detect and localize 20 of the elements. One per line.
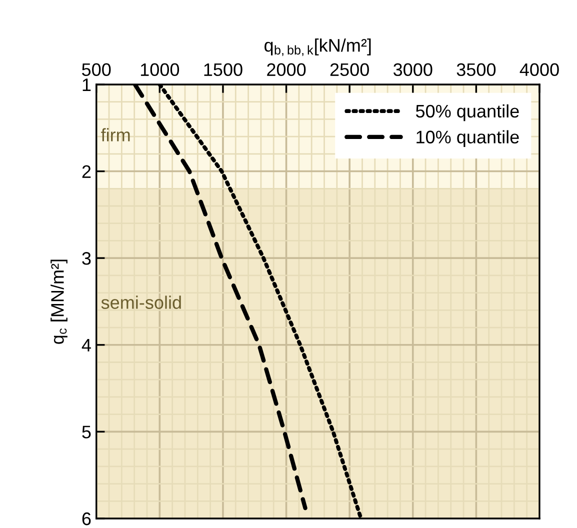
y-tick-label: 6 — [82, 512, 91, 526]
y-axis-title: q$_{c}$ [MN/m²] — [50, 260, 68, 344]
legend-label: 10% quantile — [416, 130, 519, 148]
x-tick-label: 1500 — [204, 63, 242, 76]
x-axis-title: q$_{b,bb,k}$[kN/m²] — [264, 38, 371, 56]
x-tick-label: 2500 — [330, 63, 369, 76]
x-tick-label: 2000 — [267, 63, 306, 76]
y-tick-label: 2 — [82, 165, 91, 178]
x-tick-label: 3000 — [393, 63, 432, 76]
y-tick-label: 4 — [82, 339, 91, 352]
x-tick-label: 1000 — [140, 63, 180, 76]
legend-label: 50% quantile — [416, 104, 519, 122]
x-tick-label: 3500 — [456, 63, 496, 76]
band-label: firm — [101, 128, 130, 142]
y-tick-label: 5 — [82, 426, 91, 438]
y-tick-label: 1 — [82, 78, 91, 92]
band-label: semi-solid — [101, 296, 181, 309]
x-tick-label: 4000 — [520, 63, 559, 76]
x-tick-label: 500 — [82, 63, 111, 76]
y-tick-label: 3 — [82, 252, 91, 265]
